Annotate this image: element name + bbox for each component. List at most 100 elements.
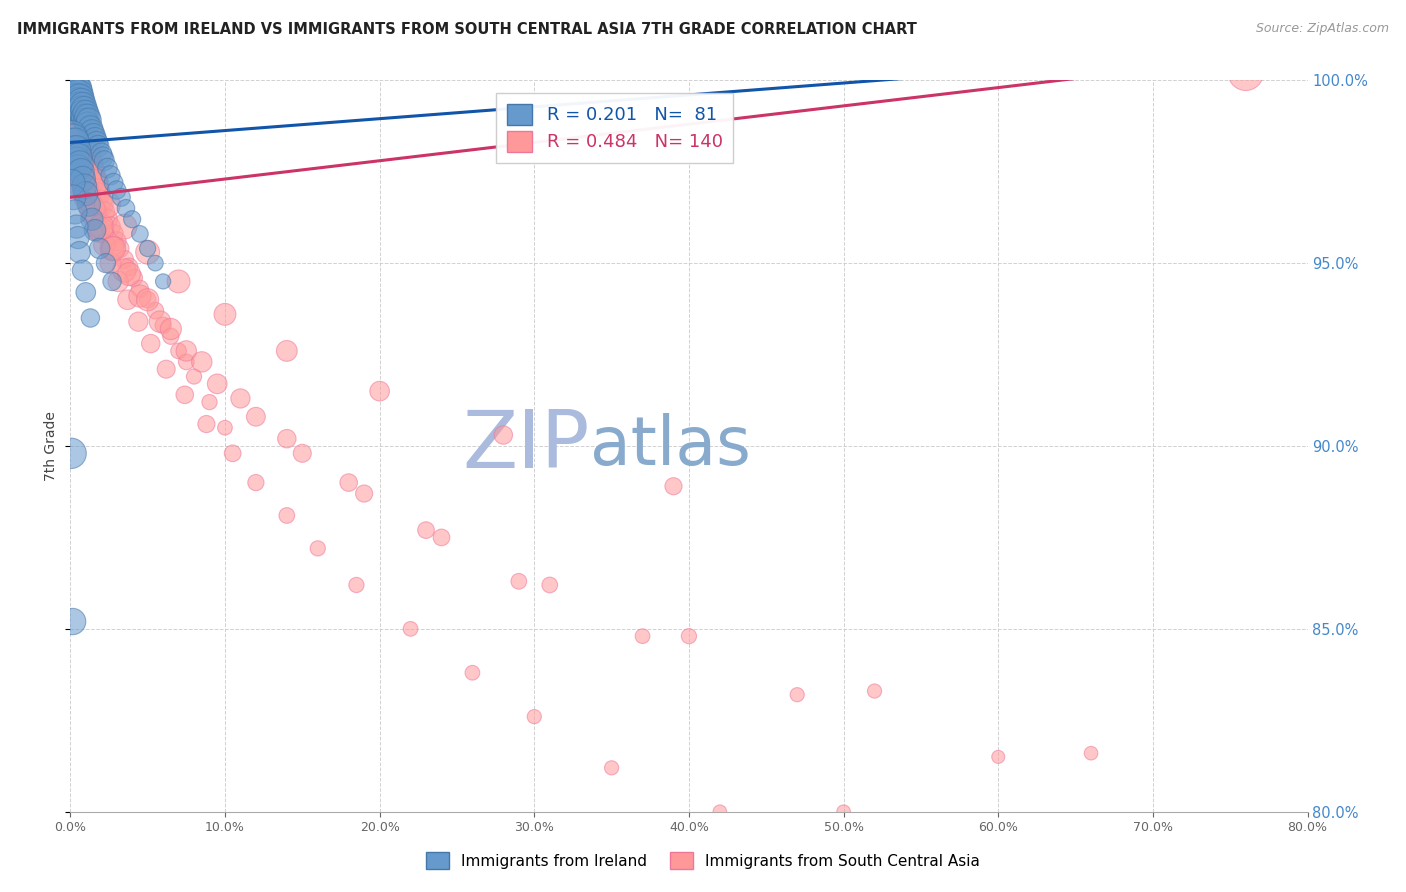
Point [118,260,141,274]
Point [600,761,623,775]
Point [86,176,108,190]
Point [229,392,252,406]
Point [65,84,87,98]
Point [96,197,118,211]
Point [101,242,124,256]
Point [337,475,360,490]
Point [70,169,93,183]
Point [89,242,111,256]
Point [100,219,122,234]
Point [100,169,122,183]
Point [80,161,103,175]
Legend: Immigrants from Ireland, Immigrants from South Central Asia: Immigrants from Ireland, Immigrants from… [420,846,986,875]
Point [90,219,112,234]
Point [118,267,141,281]
Point [117,293,139,307]
Point [62,113,84,128]
Point [72,172,94,186]
Point [107,275,129,289]
Point [63,136,86,150]
Point [70,139,93,153]
Point [75,285,97,300]
Point [155,362,177,376]
Point [80,212,103,227]
Point [108,242,131,256]
Point [79,311,101,326]
Point [214,307,236,321]
Point [174,355,197,369]
Point [105,234,128,248]
Point [60,87,83,102]
Point [101,275,124,289]
Point [67,103,90,117]
Point [538,578,561,592]
Point [96,161,118,175]
Point [69,120,91,135]
Point [62,143,84,157]
Point [662,479,685,493]
Point [63,153,86,168]
Point [70,95,93,110]
Point [245,409,267,424]
Point [1234,66,1257,80]
Point [152,275,174,289]
Point [122,270,145,285]
Point [93,205,115,219]
Point [430,531,453,545]
Point [65,143,87,157]
Point [69,92,91,106]
Point [183,369,205,384]
Point [70,164,93,178]
Point [75,136,97,150]
Point [214,421,236,435]
Point [129,289,152,303]
Point [94,256,117,270]
Point [93,153,115,168]
Point [91,150,114,164]
Point [84,176,107,190]
Point [63,128,86,143]
Point [222,446,245,460]
Point [70,103,93,117]
Point [69,245,91,260]
Point [93,238,115,252]
Point [73,110,96,124]
Point [173,388,195,402]
Point [160,322,183,336]
Point [70,124,93,138]
Point [77,194,100,208]
Text: ZIP: ZIP [463,407,591,485]
Point [60,176,83,190]
Point [67,128,90,143]
Point [76,110,98,124]
Point [63,117,86,131]
Point [76,143,98,157]
Point [198,395,221,409]
Point [62,77,84,91]
Point [195,417,218,431]
Point [67,230,90,244]
Point [139,336,162,351]
Point [75,146,97,161]
Point [65,153,87,168]
Point [80,124,103,138]
Point [399,622,422,636]
Point [121,212,143,227]
Point [62,128,84,143]
Point [75,157,97,171]
Point [631,629,654,643]
Point [103,176,125,190]
Point [167,343,190,358]
Point [276,432,298,446]
Point [129,282,152,296]
Point [129,227,152,241]
Point [245,475,267,490]
Point [415,523,437,537]
Point [110,190,132,204]
Point [77,150,100,164]
Point [72,99,94,113]
Point [62,132,84,146]
Point [114,252,135,267]
Point [60,446,83,460]
Point [84,223,107,237]
